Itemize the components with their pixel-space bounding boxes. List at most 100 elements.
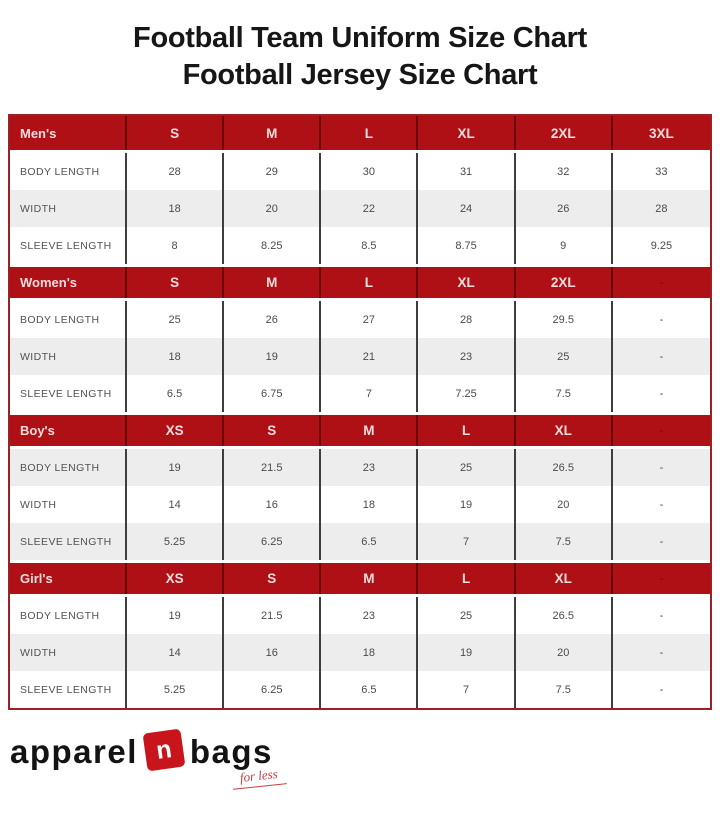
size-value: 6.5: [321, 523, 419, 560]
size-value: 16: [224, 486, 322, 523]
size-value: 33: [655, 165, 668, 178]
size-column-header: L: [418, 563, 516, 594]
size-column-header: L: [321, 267, 419, 298]
measure-row-mens: WIDTH 18 20 22 24 26 28: [10, 190, 710, 227]
size-value: 18: [321, 634, 419, 671]
size-value: 18: [127, 190, 225, 227]
section-header-row-boys: Boy's XS S M L XL -: [10, 412, 710, 449]
size-value: 5.25: [127, 523, 225, 560]
size-column-header: XL: [418, 116, 516, 150]
row-label: BODY LENGTH: [10, 301, 127, 338]
size-value: 6.75: [224, 375, 322, 412]
size-value: 23: [418, 338, 516, 375]
size-value: 28: [418, 301, 516, 338]
measure-row-girls: BODY LENGTH 19 21.5 23 25 26.5 -: [10, 597, 710, 634]
section-group-label-womens: Women's: [10, 267, 127, 298]
size-value: 20: [224, 190, 322, 227]
size-value: 7.5: [516, 375, 613, 412]
size-value: 8: [127, 227, 225, 264]
size-value: 20: [516, 486, 613, 523]
size-column-header: S: [127, 116, 225, 150]
size-value: 6.5: [127, 375, 225, 412]
section-group-label-mens: Men's: [10, 116, 127, 150]
size-column-header: L: [418, 415, 516, 446]
size-column-header: XL: [516, 415, 613, 446]
size-value: -: [659, 313, 664, 326]
size-column-header: S: [224, 415, 322, 446]
size-value: 32: [516, 153, 613, 190]
size-column-header: -: [659, 571, 664, 586]
size-value: 18: [127, 338, 225, 375]
measure-row-mens: SLEEVE LENGTH 8 8.25 8.5 8.75 9 9.25: [10, 227, 710, 264]
size-value: 21.5: [224, 597, 322, 634]
section-header-row-womens: Women's S M L XL 2XL -: [10, 264, 710, 301]
measure-row-mens: BODY LENGTH 28 29 30 31 32 33: [10, 153, 710, 190]
size-column-header: 2XL: [516, 116, 613, 150]
size-value: 6.25: [224, 671, 322, 708]
size-column-header: XS: [127, 563, 225, 594]
size-value: 7.25: [418, 375, 516, 412]
row-label: BODY LENGTH: [10, 153, 127, 190]
size-column-header: M: [321, 415, 419, 446]
size-value: 8.75: [418, 227, 516, 264]
measure-row-girls: WIDTH 14 16 18 19 20 -: [10, 634, 710, 671]
size-value: 7: [321, 375, 419, 412]
size-column-header: XL: [418, 267, 516, 298]
size-value: -: [659, 498, 664, 511]
size-value: 19: [127, 597, 225, 634]
row-label: WIDTH: [10, 190, 127, 227]
size-value: 19: [418, 486, 516, 523]
brand-logo: apparel n bags for less: [10, 726, 370, 790]
size-value: 19: [127, 449, 225, 486]
section-group-label-boys: Boy's: [10, 415, 127, 446]
page-title: Football Team Uniform Size Chart Footbal…: [0, 20, 720, 94]
size-value: 6.25: [224, 523, 322, 560]
size-value: 25: [516, 338, 613, 375]
size-value: 9: [516, 227, 613, 264]
size-value: -: [659, 535, 664, 548]
measure-row-womens: SLEEVE LENGTH 6.5 6.75 7 7.25 7.5 -: [10, 375, 710, 412]
size-value: 6.5: [321, 671, 419, 708]
size-column-header: -: [659, 275, 664, 290]
size-value: 5.25: [127, 671, 225, 708]
size-value: 24: [418, 190, 516, 227]
size-column-header: -: [659, 423, 664, 438]
size-value: 14: [127, 634, 225, 671]
size-value: -: [659, 683, 664, 696]
size-value: -: [659, 350, 664, 363]
size-value: 30: [321, 153, 419, 190]
size-column-header: M: [321, 563, 419, 594]
size-column-header: XS: [127, 415, 225, 446]
size-value: 28: [127, 153, 225, 190]
logo-wordmark-bags: bags: [189, 732, 273, 770]
measure-row-boys: BODY LENGTH 19 21.5 23 25 26.5 -: [10, 449, 710, 486]
size-value: 20: [516, 634, 613, 671]
size-value: 9.25: [650, 239, 673, 252]
size-value: 29: [224, 153, 322, 190]
size-column-header: 2XL: [516, 267, 613, 298]
size-value: 18: [321, 486, 419, 523]
size-value: 25: [418, 597, 516, 634]
size-value: 7.5: [516, 671, 613, 708]
size-value: 7.5: [516, 523, 613, 560]
page-title-line1: Football Team Uniform Size Chart: [133, 22, 587, 54]
size-value: -: [659, 609, 664, 622]
size-column-header: S: [127, 267, 225, 298]
row-label: SLEEVE LENGTH: [10, 671, 127, 708]
row-label: WIDTH: [10, 338, 127, 375]
size-value: 25: [127, 301, 225, 338]
row-label: SLEEVE LENGTH: [10, 227, 127, 264]
size-column-header: M: [224, 116, 322, 150]
size-value: 23: [321, 449, 419, 486]
size-value: -: [659, 646, 664, 659]
row-label: WIDTH: [10, 634, 127, 671]
logo-n-letter: n: [154, 734, 174, 765]
size-value: 21.5: [224, 449, 322, 486]
section-group-label-girls: Girl's: [10, 563, 127, 594]
size-value: 26: [516, 190, 613, 227]
measure-row-boys: SLEEVE LENGTH 5.25 6.25 6.5 7 7.5 -: [10, 523, 710, 560]
size-value: 19: [224, 338, 322, 375]
size-value: 7: [418, 523, 516, 560]
size-column-header: 3XL: [649, 125, 674, 141]
size-value: 25: [418, 449, 516, 486]
